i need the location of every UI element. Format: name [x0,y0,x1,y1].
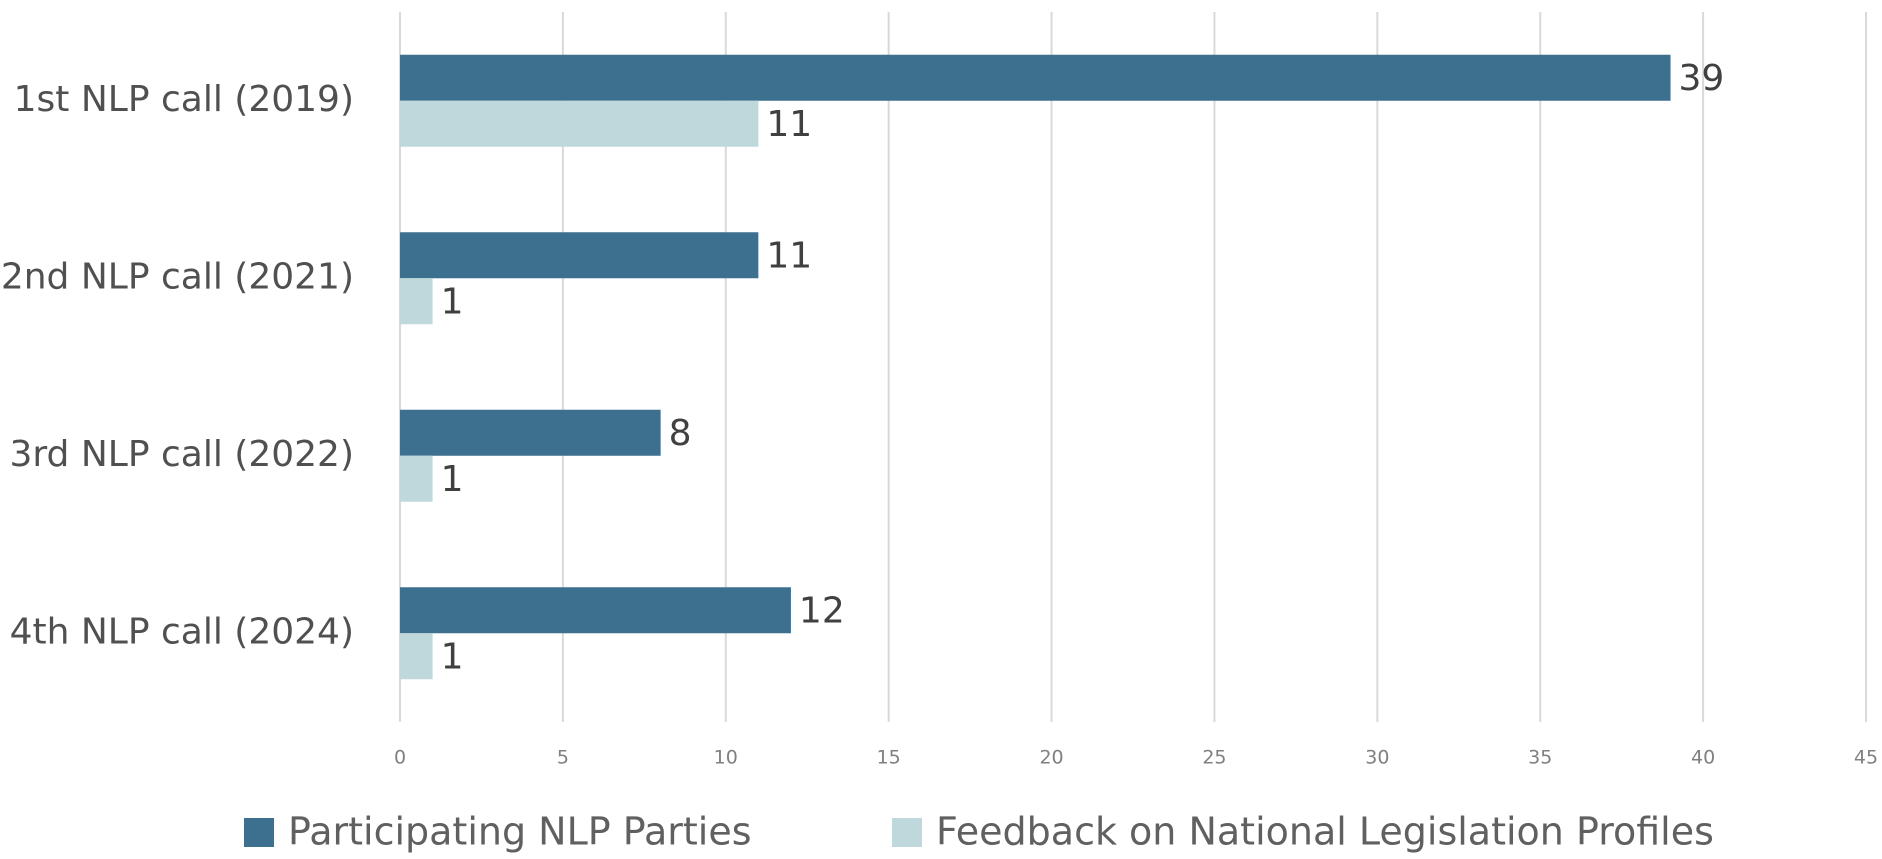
x-tick-label: 15 [877,747,901,769]
data-label: 8 [669,413,692,454]
x-tick-label: 20 [1039,747,1063,769]
x-tick-label: 0 [394,747,406,769]
data-label: 1 [441,459,464,500]
data-label: 1 [441,281,464,322]
bar [400,100,759,147]
bar [400,409,661,456]
x-tick-label: 35 [1528,747,1552,769]
x-tick-label: 40 [1691,747,1715,769]
legend-swatch [244,818,274,847]
y-tick-label: 3rd NLP call (2022) [9,434,354,475]
bar [400,587,791,634]
y-tick-label: 1st NLP call (2019) [14,79,354,120]
x-tick-label: 45 [1854,747,1878,769]
y-tick-label: 4th NLP call (2024) [10,611,354,652]
x-tick-label: 5 [557,747,569,769]
data-label: 1 [441,636,464,677]
legend-swatch [892,818,922,847]
x-tick-label: 30 [1365,747,1389,769]
x-tick-label: 10 [714,747,738,769]
bar [400,278,433,325]
bar [400,455,433,502]
x-tick-label: 25 [1202,747,1226,769]
legend-label: Participating NLP Parties [288,810,752,854]
data-label: 39 [1679,58,1725,99]
y-tick-label: 2nd NLP call (2021) [1,256,354,297]
data-label: 12 [799,590,845,631]
bar [400,54,1671,101]
data-label: 11 [766,104,812,145]
bar [400,633,433,680]
data-label: 11 [766,235,812,276]
bar [400,232,759,279]
legend-label: Feedback on National Legislation Profile… [936,810,1714,854]
